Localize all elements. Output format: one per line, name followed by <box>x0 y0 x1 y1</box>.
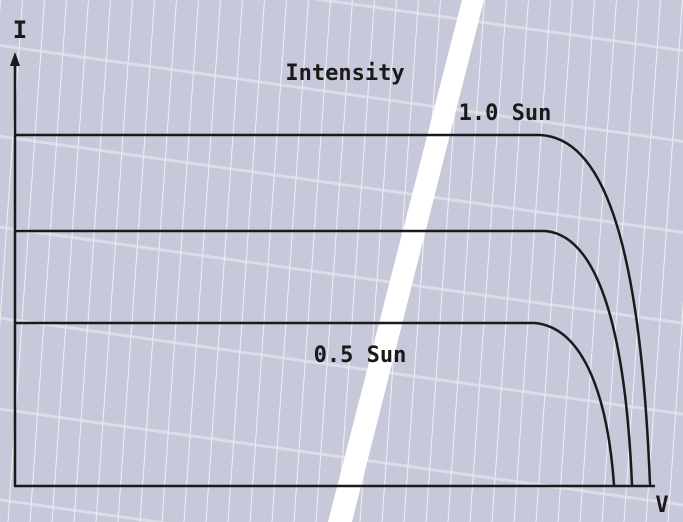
intensity-title: Intensity <box>285 61 404 86</box>
iv-curves <box>15 133 652 486</box>
y-axis-label: I <box>13 16 27 44</box>
curve-mid <box>15 229 634 486</box>
curve-low <box>15 321 616 486</box>
curve-high <box>15 133 652 486</box>
axes <box>13 60 655 488</box>
y-axis-arrow <box>10 52 20 66</box>
x-axis-label: V <box>655 493 668 518</box>
light-stripe <box>328 0 484 522</box>
label-high: 1.0 Sun <box>459 101 552 126</box>
label-low: 0.5 Sun <box>314 343 407 368</box>
